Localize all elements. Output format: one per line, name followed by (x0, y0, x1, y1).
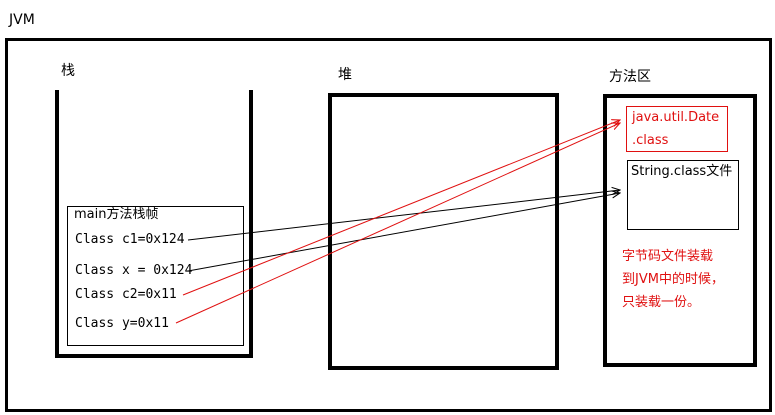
method-area-label: 方法区 (609, 69, 651, 85)
arrow-c2-to-date (182, 120, 620, 296)
date-class-line2: .class (632, 133, 669, 148)
stack-frame-title: main方法栈帧 (74, 207, 159, 222)
stack-container (55, 90, 253, 358)
date-class-box (626, 106, 728, 152)
note-line1: 字节码文件装载 (622, 249, 714, 264)
string-class-box (627, 160, 739, 230)
var-c1: Class c1=0x124 (75, 232, 185, 247)
jvm-label: JVM (9, 12, 35, 28)
var-c2: Class c2=0x11 (75, 287, 177, 302)
jvm-container (5, 38, 772, 412)
note-line3: 只装载一份。 (622, 295, 701, 310)
arrow-c1-to-string (187, 190, 620, 241)
method-area-container (603, 94, 757, 367)
var-x: Class x = 0x124 (75, 263, 193, 278)
date-class-line1: java.util.Date (632, 110, 720, 125)
main-stack-frame (67, 206, 244, 346)
heap-label: 堆 (338, 67, 352, 83)
arrow-x-to-string (187, 193, 620, 272)
string-class-label: String.class文件 (631, 164, 733, 179)
var-y: Class y=0x11 (75, 316, 169, 331)
arrow-y-to-date (175, 123, 620, 324)
note-line2: 到JVM中的时候， (622, 272, 724, 287)
heap-container (328, 93, 559, 370)
stack-label: 栈 (61, 63, 75, 79)
